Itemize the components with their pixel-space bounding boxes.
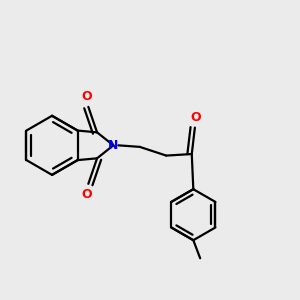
Text: N: N (108, 139, 118, 152)
Text: O: O (82, 90, 92, 103)
Text: O: O (82, 188, 92, 201)
Text: O: O (190, 111, 201, 124)
